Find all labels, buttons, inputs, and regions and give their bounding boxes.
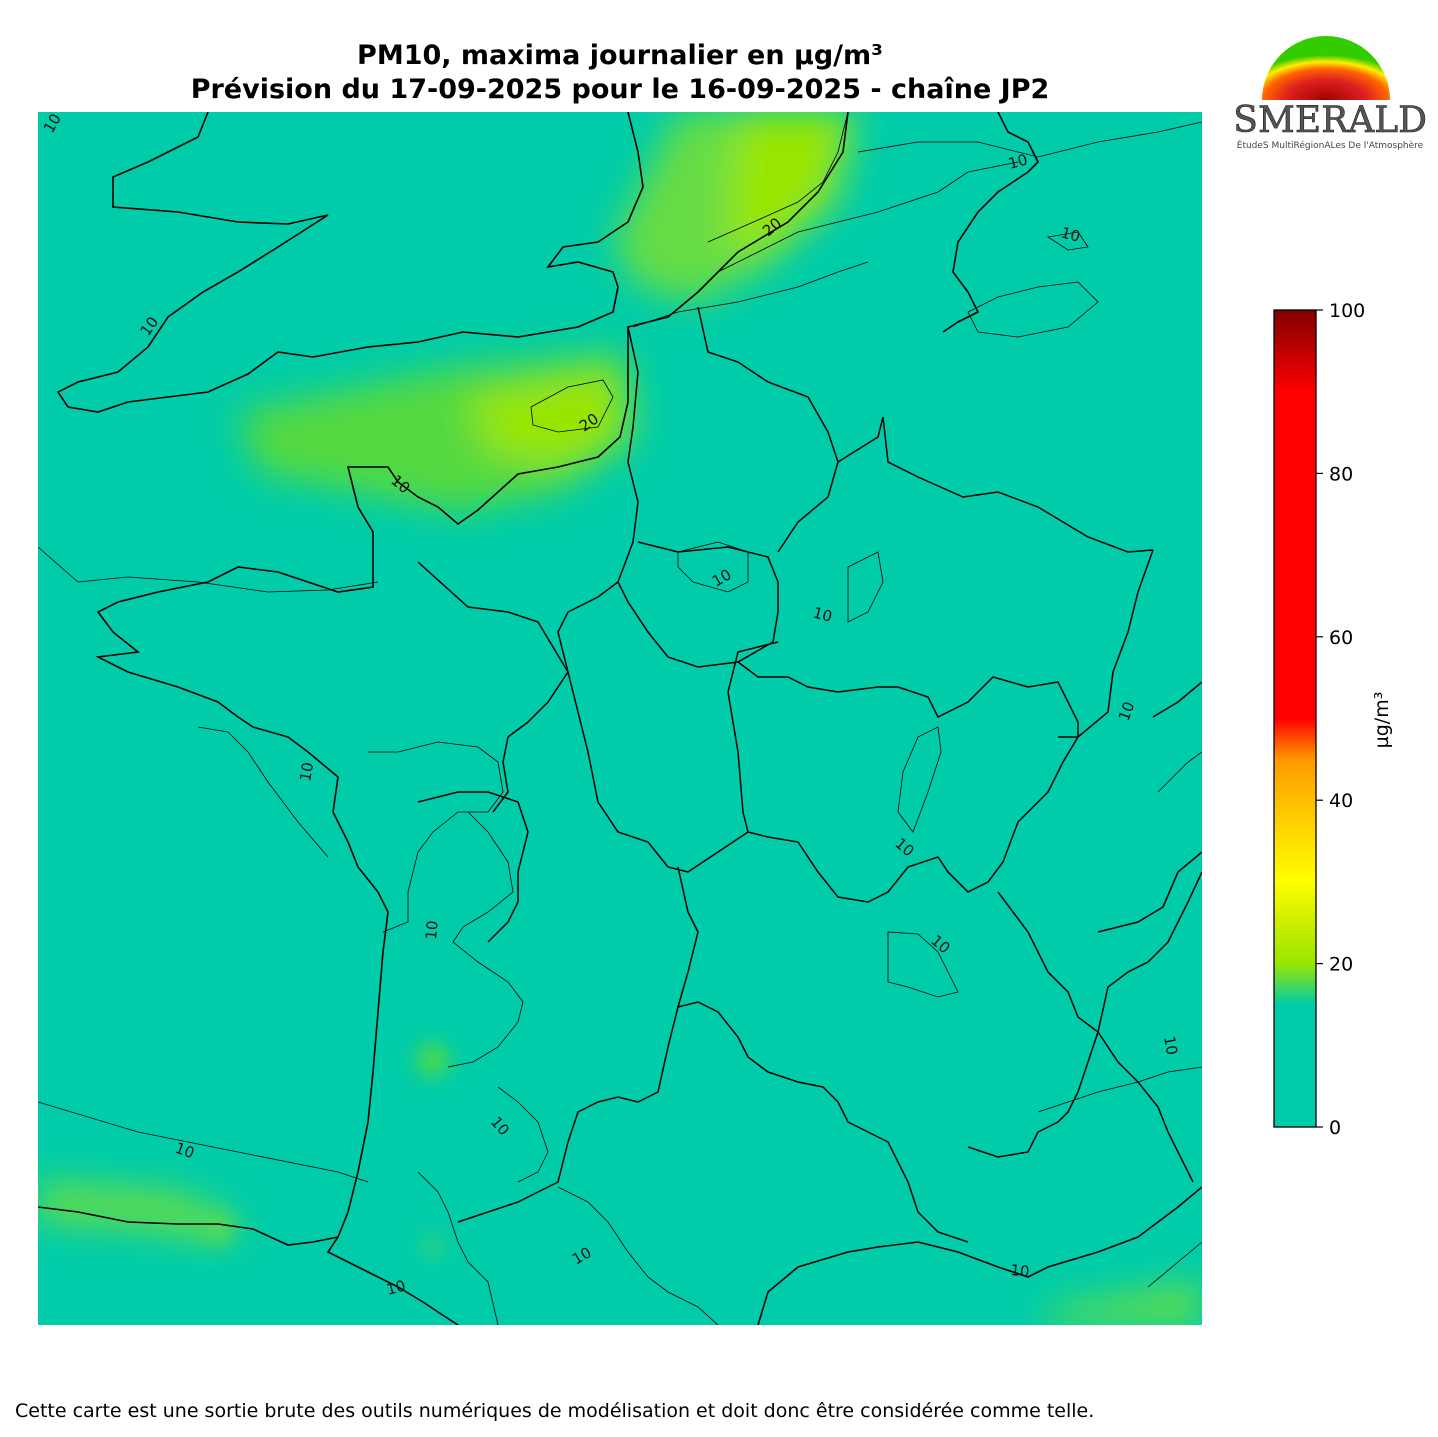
concentration-plumes (38, 112, 1202, 1325)
map-subtitle: Prévision du 17-09-2025 pour le 16-09-20… (190, 74, 1050, 105)
colorbar-ticks: 0 20 40 60 80 100 (1316, 300, 1365, 1139)
colorbar-gradient (1273, 309, 1317, 1128)
colorbar-tick-label: 80 (1329, 463, 1353, 485)
colorbar-tick-label: 60 (1329, 627, 1353, 649)
colorbar: 0 20 40 60 80 100 µg/m³ (1273, 300, 1393, 1139)
contour-label: 10 (1006, 151, 1029, 173)
pm10-map: 10 10 10 20 10 20 10 10 10 10 10 10 10 1… (38, 112, 1202, 1325)
contour-label: 10 (384, 1277, 407, 1299)
coastlines (38, 112, 1202, 1325)
colorbar-tick-label: 100 (1329, 300, 1365, 322)
region-borders (417, 306, 1202, 1243)
contour-label: 10 (422, 920, 442, 941)
logo-subtitle: ÉtudeS MultiRégionALes De l'Atmosphère (1237, 139, 1424, 151)
contour-label: 10 (811, 603, 834, 625)
contour-label: 10 (1160, 1035, 1181, 1057)
contour-label: 10 (296, 761, 317, 783)
colorbar-tick-label: 40 (1329, 790, 1353, 812)
contour-label: 10 (173, 1139, 197, 1162)
esmeralda-logo: ESMERALDA ÉtudeS MultiRégionALes De l'At… (1236, 36, 1426, 151)
map-background (38, 112, 1202, 1325)
map-title: PM10, maxima journalier en µg/m³ (357, 40, 883, 71)
logo-text: ESMERALDA (1236, 100, 1426, 141)
colorbar-tick-label: 20 (1329, 954, 1353, 976)
contour-label: 10 (1115, 699, 1138, 723)
contour-label: 10 (1059, 223, 1082, 245)
colorbar-tick-label: 0 (1329, 1117, 1341, 1139)
colorbar-unit-label: µg/m³ (1371, 692, 1393, 749)
contour-lines (38, 112, 1202, 1325)
disclaimer-text: Cette carte est une sortie brute des out… (15, 1400, 1095, 1422)
logo-semicircle (1262, 36, 1390, 100)
contour-label: 10 (1010, 1261, 1031, 1281)
